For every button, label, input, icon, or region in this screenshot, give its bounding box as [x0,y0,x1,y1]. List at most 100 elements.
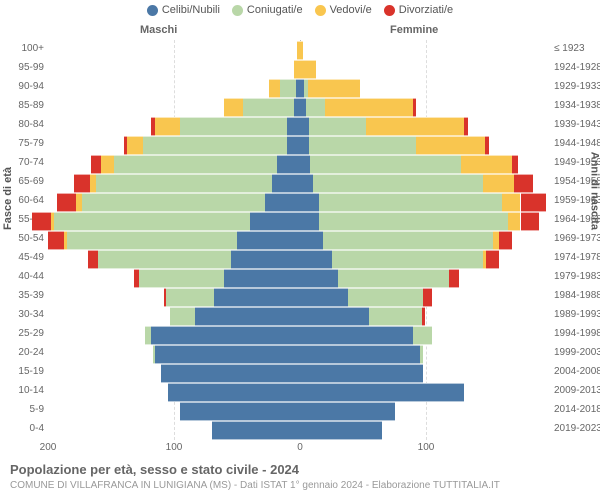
bar-segment [300,326,413,345]
bar-segment [195,307,300,326]
bar-segment [166,288,214,307]
bar-segment [57,193,76,212]
age-label: 90-94 [4,81,44,92]
age-label: 80-84 [4,119,44,130]
age-label: 95-99 [4,62,44,73]
bar-area [48,288,552,305]
bar-area [48,421,552,438]
pyramid-row: 90-941929-1933 [48,78,552,97]
pyramid-row: 40-441979-1983 [48,268,552,287]
bar-area [48,307,552,324]
pyramid-row: 70-741949-1953 [48,154,552,173]
female-half [300,79,552,96]
age-label: 50-54 [4,233,44,244]
x-tick-label: 0 [297,442,303,453]
bar-segment [332,250,483,269]
bar-segment [67,231,237,250]
legend-item: Celibi/Nubili [147,4,220,16]
birth-year-label: 1939-1943 [554,119,600,130]
birth-year-label: 1934-1938 [554,100,600,111]
female-half [300,383,552,400]
bar-segment [139,269,225,288]
age-label: 10-14 [4,385,44,396]
birth-year-label: 1924-1928 [554,62,600,73]
birth-year-label: 1989-1993 [554,309,600,320]
pyramid-row: 55-591964-1968 [48,211,552,230]
bar-segment [422,307,425,326]
birth-year-label: ≤ 1923 [554,43,600,54]
x-axis: 2001000100 [48,442,552,456]
bar-segment [90,174,96,193]
bar-segment [308,79,361,98]
pyramid-row: 75-791944-1948 [48,135,552,154]
bar-segment [224,269,300,288]
bar-segment [143,136,288,155]
legend-label: Divorziati/e [399,4,453,16]
population-pyramid-chart: 100+≤ 192395-991924-192890-941929-193385… [48,40,552,440]
bar-segment [64,231,67,250]
bar-segment [214,288,300,307]
pyramid-row: 80-841939-1943 [48,116,552,135]
age-label: 70-74 [4,157,44,168]
bar-segment [309,136,416,155]
female-half [300,326,552,343]
bar-segment [420,345,424,364]
birth-year-label: 1954-1958 [554,176,600,187]
x-tick-label: 200 [40,442,57,453]
bar-segment [76,193,82,212]
female-half [300,98,552,115]
bar-segment [265,193,300,212]
female-half [300,193,552,210]
female-half [300,307,552,324]
bar-segment [369,307,422,326]
birth-year-label: 1994-1998 [554,328,600,339]
bar-segment [164,288,167,307]
female-half [300,364,552,381]
bar-segment [91,155,101,174]
pyramid-row: 5-92014-2018 [48,401,552,420]
bar-area [48,60,552,77]
female-half [300,136,552,153]
bar-segment [300,269,338,288]
male-half [48,79,300,96]
bar-segment [300,250,332,269]
bar-segment [313,174,483,193]
x-tick-label: 100 [418,442,435,453]
bar-segment [287,136,300,155]
bar-segment [508,212,521,231]
female-half [300,155,552,172]
legend: Celibi/NubiliConiugati/eVedovi/eDivorzia… [0,4,600,16]
bar-area [48,269,552,286]
legend-label: Celibi/Nubili [162,4,220,16]
bar-area [48,155,552,172]
bar-segment [300,193,319,212]
male-half [48,231,300,248]
bar-area [48,326,552,343]
male-half [48,60,300,77]
male-half [48,136,300,153]
bar-segment [483,174,515,193]
bar-segment [338,269,449,288]
bar-segment [300,383,464,402]
pyramid-row: 0-42019-2023 [48,420,552,439]
bar-segment [32,212,51,231]
pyramid-row: 35-391984-1988 [48,287,552,306]
bar-segment [153,345,156,364]
male-half [48,421,300,438]
bar-segment [151,326,300,345]
bar-segment [155,117,180,136]
birth-year-label: 2009-2013 [554,385,600,396]
male-half [48,402,300,419]
pyramid-row: 65-691954-1958 [48,173,552,192]
birth-year-label: 2004-2008 [554,366,600,377]
age-label: 65-69 [4,176,44,187]
bar-segment [96,174,272,193]
pyramid-row: 10-142009-2013 [48,382,552,401]
bar-segment [180,402,300,421]
bar-segment [287,117,300,136]
bar-segment [300,174,313,193]
legend-swatch [384,5,395,16]
female-half [300,345,552,362]
bar-area [48,345,552,362]
bar-segment [134,269,139,288]
